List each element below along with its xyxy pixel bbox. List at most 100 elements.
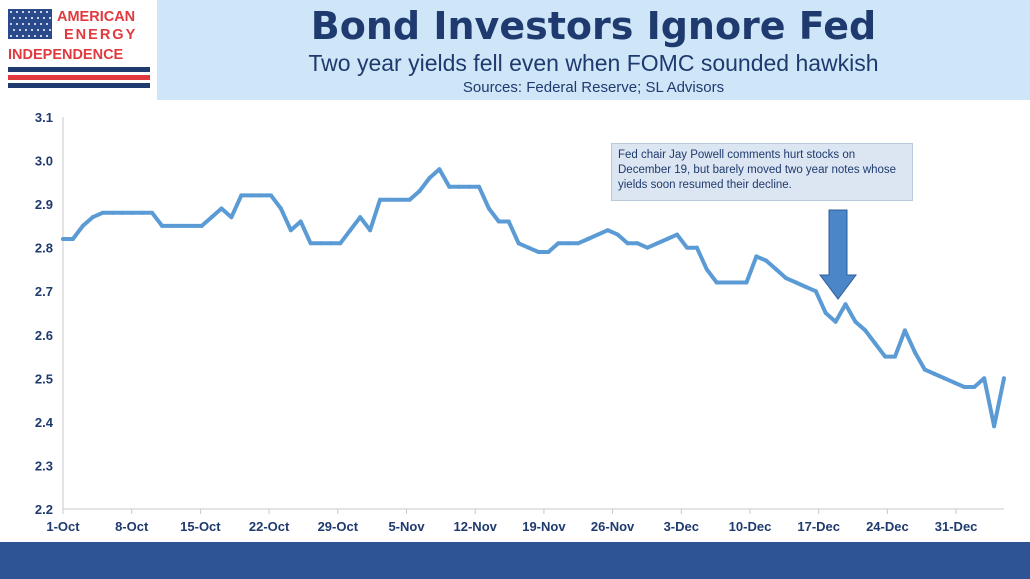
data-point: [645, 245, 650, 250]
data-point: [239, 193, 244, 198]
data-point: [992, 424, 997, 429]
y-tick-label: 2.4: [35, 415, 54, 430]
data-point: [675, 232, 680, 237]
data-point: [546, 250, 551, 255]
data-point: [249, 193, 254, 198]
data-point: [259, 193, 264, 198]
data-point: [526, 245, 531, 250]
series-line: [61, 167, 1006, 429]
data-point: [516, 241, 521, 246]
data-point: [615, 232, 620, 237]
data-point: [784, 276, 789, 281]
data-point: [625, 241, 630, 246]
data-point: [655, 241, 660, 246]
y-axis: 2.2 2.3 2.4 2.5 2.6 2.7 2.8 2.9 3.0 3.1: [35, 110, 64, 517]
data-point: [566, 241, 571, 246]
x-tick-label: 22-Oct: [249, 519, 290, 534]
logo: AMERICAN ENERGY INDEPENDENCE: [6, 7, 152, 93]
data-point: [724, 280, 729, 285]
data-point: [358, 215, 363, 220]
data-point: [793, 280, 798, 285]
data-point: [120, 210, 125, 215]
x-tick-label: 5-Nov: [388, 519, 425, 534]
x-tick-label: 19-Nov: [522, 519, 566, 534]
data-point: [902, 328, 907, 333]
data-point: [130, 210, 135, 215]
data-point: [635, 241, 640, 246]
data-point: [912, 350, 917, 355]
y-tick-label: 2.7: [35, 284, 53, 299]
data-point: [308, 241, 313, 246]
data-point: [219, 206, 224, 211]
data-point: [189, 223, 194, 228]
data-point: [754, 254, 759, 259]
data-point: [982, 376, 987, 381]
data-point: [873, 341, 878, 346]
x-tick-label: 17-Dec: [797, 519, 840, 534]
data-point: [942, 376, 947, 381]
x-tick-label: 8-Oct: [115, 519, 149, 534]
data-point: [714, 280, 719, 285]
y-tick-label: 2.3: [35, 458, 53, 473]
data-point: [665, 236, 670, 241]
data-point: [803, 284, 808, 289]
x-tick-label: 24-Dec: [866, 519, 909, 534]
data-point: [863, 328, 868, 333]
data-point: [90, 215, 95, 220]
data-point: [417, 189, 422, 194]
data-point: [269, 193, 274, 198]
data-point: [744, 280, 749, 285]
data-point: [427, 175, 432, 180]
data-point: [387, 197, 392, 202]
data-point: [813, 289, 818, 294]
data-point: [150, 210, 155, 215]
data-point: [774, 267, 779, 272]
data-point: [833, 319, 838, 324]
data-point: [764, 258, 769, 263]
data-point: [1002, 376, 1006, 381]
data-point: [338, 241, 343, 246]
data-point: [506, 219, 511, 224]
footer-bar: [0, 542, 1030, 579]
data-point: [229, 215, 234, 220]
y-tick-label: 2.2: [35, 502, 53, 517]
data-point: [704, 267, 709, 272]
data-point: [288, 228, 293, 233]
data-point: [140, 210, 145, 215]
data-point: [685, 245, 690, 250]
data-point: [883, 354, 888, 359]
data-point: [496, 219, 501, 224]
data-point: [605, 228, 610, 233]
data-point: [477, 184, 482, 189]
data-point: [328, 241, 333, 246]
data-point: [823, 311, 828, 315]
data-point: [694, 245, 699, 250]
logo-line1: AMERICAN: [57, 9, 135, 25]
y-tick-label: 2.6: [35, 328, 53, 343]
data-point: [585, 236, 590, 241]
header: AMERICAN ENERGY INDEPENDENCE Bond Invest…: [0, 0, 1030, 100]
y-tick-label: 3.1: [35, 110, 53, 125]
data-point: [368, 228, 373, 233]
x-tick-label: 31-Dec: [935, 519, 978, 534]
data-point: [437, 167, 442, 172]
data-point: [595, 232, 600, 237]
data-point: [962, 385, 967, 390]
data-point: [893, 354, 898, 359]
data-point: [843, 302, 848, 307]
x-tick-label: 1-Oct: [46, 519, 80, 534]
data-point: [348, 228, 353, 233]
data-point: [397, 197, 402, 202]
data-point: [70, 236, 75, 241]
y-tick-label: 2.9: [35, 197, 53, 212]
data-point: [318, 241, 323, 246]
data-point: [110, 210, 115, 215]
data-point: [278, 206, 283, 211]
series-layer: [61, 167, 1006, 429]
sources-note: Sources: Federal Reserve; SL Advisors: [462, 79, 725, 96]
data-point: [80, 223, 85, 228]
data-point: [467, 184, 472, 189]
y-tick-label: 2.8: [35, 241, 53, 256]
y-tick-label: 2.5: [35, 371, 53, 386]
annotation-box: Fed chair Jay Powell comments hurt stock…: [611, 143, 913, 201]
